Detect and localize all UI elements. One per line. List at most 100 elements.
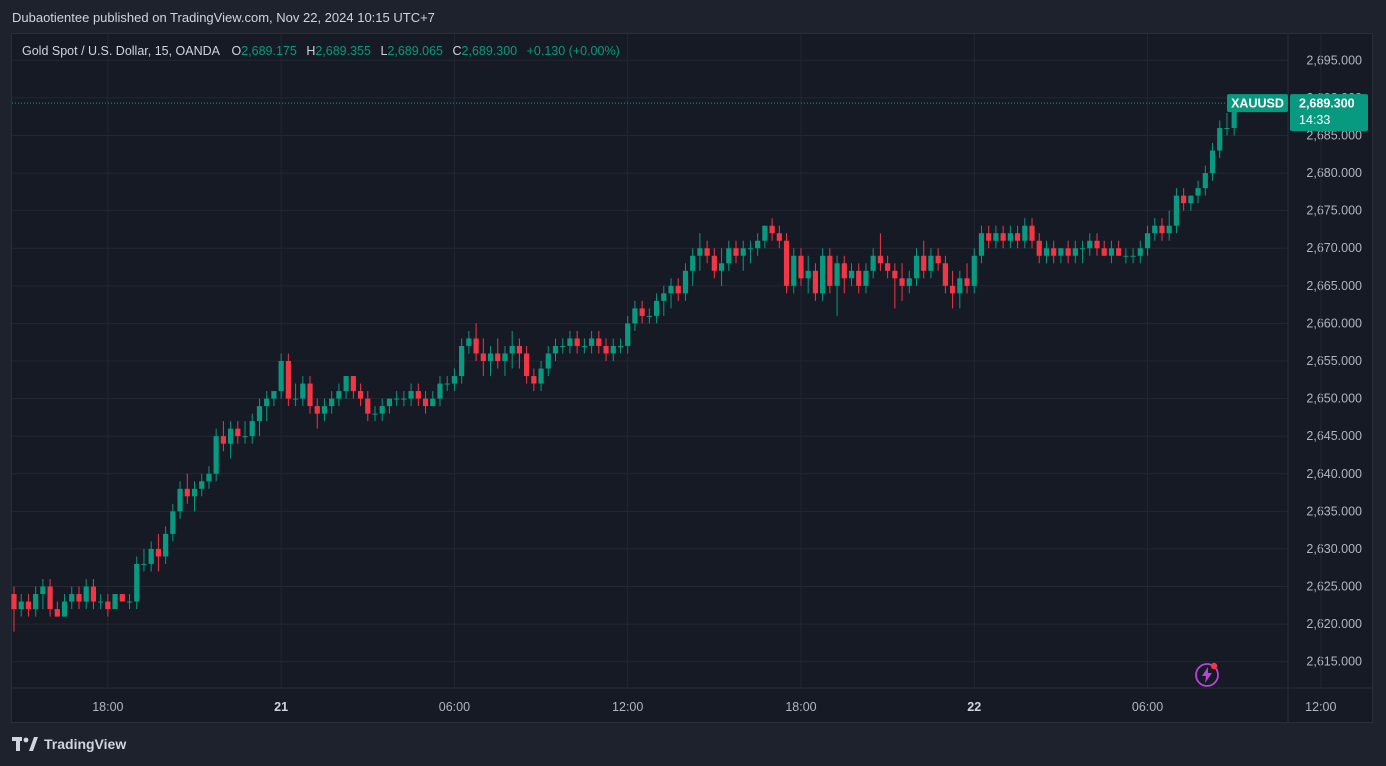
candle-body[interactable]: [1188, 195, 1194, 204]
candle-body[interactable]: [718, 263, 725, 271]
candle-body[interactable]: [271, 391, 277, 399]
candle-body[interactable]: [177, 488, 183, 512]
candle-body[interactable]: [47, 586, 53, 610]
candle-body[interactable]: [791, 255, 797, 286]
candle-body[interactable]: [1137, 248, 1143, 256]
candle-body[interactable]: [675, 285, 681, 294]
candle-body[interactable]: [574, 338, 580, 346]
candle-body[interactable]: [560, 345, 566, 347]
candle-body[interactable]: [841, 263, 847, 279]
candle-body[interactable]: [1144, 233, 1151, 249]
candle-body[interactable]: [1231, 103, 1237, 128]
candle-body[interactable]: [625, 323, 631, 346]
candle-body[interactable]: [1116, 248, 1122, 256]
candle-body[interactable]: [1036, 240, 1042, 256]
candle-body[interactable]: [25, 601, 32, 610]
candle-body[interactable]: [329, 398, 335, 407]
candle-body[interactable]: [964, 278, 970, 286]
candle-body[interactable]: [524, 353, 530, 377]
candle-body[interactable]: [170, 511, 176, 534]
lightning-icon[interactable]: [1195, 662, 1219, 687]
candle-body[interactable]: [278, 361, 284, 392]
candle-body[interactable]: [1209, 150, 1216, 174]
candle-body[interactable]: [971, 255, 977, 286]
candle-body[interactable]: [18, 601, 24, 610]
candle-body[interactable]: [90, 586, 97, 602]
candle-body[interactable]: [112, 594, 118, 610]
candle-body[interactable]: [610, 345, 616, 354]
candle-body[interactable]: [798, 255, 804, 279]
candle-body[interactable]: [978, 233, 985, 256]
candle-body[interactable]: [1217, 127, 1223, 151]
candle-body[interactable]: [661, 293, 667, 301]
candle-body[interactable]: [422, 398, 429, 407]
candle-body[interactable]: [54, 609, 60, 617]
candle-body[interactable]: [256, 406, 263, 422]
candle-body[interactable]: [444, 383, 450, 385]
candle-body[interactable]: [711, 255, 717, 271]
candle-body[interactable]: [921, 255, 927, 271]
candle-body[interactable]: [617, 345, 624, 347]
candle-body[interactable]: [935, 255, 941, 264]
candle-body[interactable]: [1072, 248, 1078, 256]
candle-body[interactable]: [690, 255, 696, 271]
candle-body[interactable]: [495, 353, 501, 361]
candle-body[interactable]: [235, 428, 241, 437]
candle-body[interactable]: [1000, 233, 1006, 241]
candle-body[interactable]: [502, 353, 508, 361]
candle-body[interactable]: [942, 263, 948, 286]
candle-body[interactable]: [487, 353, 494, 361]
candle-body[interactable]: [1094, 240, 1100, 249]
candle-body[interactable]: [603, 345, 609, 354]
candle-body[interactable]: [1159, 225, 1165, 234]
candle-body[interactable]: [531, 376, 537, 384]
candle-body[interactable]: [877, 255, 883, 264]
candle-body[interactable]: [155, 548, 161, 557]
candle-body[interactable]: [1051, 248, 1057, 256]
candle-body[interactable]: [249, 421, 255, 437]
candle-body[interactable]: [480, 353, 486, 361]
candle-body[interactable]: [892, 270, 898, 279]
candle-body[interactable]: [105, 601, 111, 610]
tradingview-logo[interactable]: TradingView: [12, 736, 126, 752]
candle-body[interactable]: [141, 563, 147, 565]
candle-body[interactable]: [11, 594, 17, 610]
candle-body[interactable]: [1202, 173, 1208, 189]
candle-body[interactable]: [191, 488, 198, 497]
candle-body[interactable]: [415, 391, 421, 399]
candle-body[interactable]: [740, 248, 746, 256]
candle-body[interactable]: [704, 248, 710, 256]
candle-body[interactable]: [1029, 225, 1035, 241]
candle-body[interactable]: [993, 233, 999, 241]
candle-body[interactable]: [834, 263, 840, 286]
candle-body[interactable]: [148, 548, 154, 564]
candle-body[interactable]: [682, 270, 689, 294]
candle-body[interactable]: [762, 225, 768, 241]
candle-body[interactable]: [69, 594, 75, 602]
candle-body[interactable]: [33, 594, 39, 610]
candle-body[interactable]: [285, 361, 291, 399]
candle-body[interactable]: [812, 270, 819, 294]
candle-body[interactable]: [1065, 248, 1071, 256]
candle-body[interactable]: [430, 398, 436, 407]
candle-body[interactable]: [820, 255, 826, 294]
ticker-tag[interactable]: [1227, 94, 1288, 113]
candle-body[interactable]: [1123, 255, 1129, 257]
candle-body[interactable]: [292, 398, 299, 400]
candle-body[interactable]: [451, 376, 458, 384]
candle-body[interactable]: [1058, 248, 1064, 256]
candle-body[interactable]: [199, 481, 205, 489]
candle-body[interactable]: [1043, 248, 1050, 256]
candle-body[interactable]: [596, 338, 602, 346]
candle-body[interactable]: [1166, 225, 1172, 234]
candle-body[interactable]: [40, 586, 46, 595]
candle-body[interactable]: [408, 391, 414, 399]
candle-body[interactable]: [206, 473, 212, 482]
candle-body[interactable]: [906, 278, 912, 286]
candle-body[interactable]: [516, 345, 522, 354]
candle-body[interactable]: [228, 428, 234, 444]
candle-body[interactable]: [545, 353, 551, 369]
candle-body[interactable]: [386, 398, 393, 407]
candle-body[interactable]: [1152, 225, 1158, 234]
candle-body[interactable]: [379, 406, 385, 414]
